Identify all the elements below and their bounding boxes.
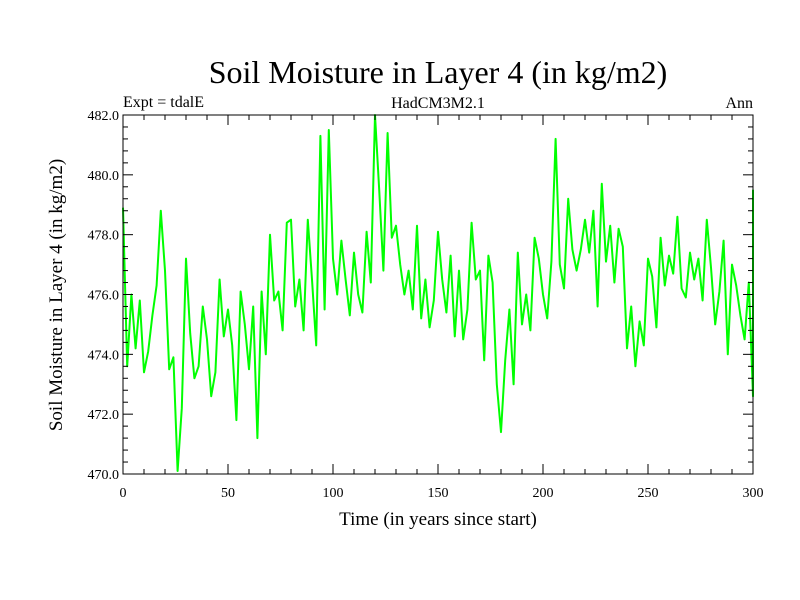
x-tick-label: 300 (743, 486, 764, 501)
y-tick-label: 472.0 (88, 408, 120, 423)
x-axis-label: Time (in years since start) (339, 509, 537, 530)
y-tick-label: 474.0 (88, 348, 120, 363)
y-tick-label: 476.0 (88, 289, 120, 304)
plot-frame (122, 114, 754, 475)
x-tick-label: 200 (533, 486, 554, 501)
experiment-label: Expt = tdalE (123, 94, 204, 111)
x-tick-label: 100 (323, 486, 344, 501)
x-tick-label: 150 (428, 486, 449, 501)
x-tick-label: 0 (120, 486, 127, 501)
y-axis-label: Soil Moisture in Layer 4 (in kg/m2) (46, 159, 67, 431)
y-tick-label: 480.0 (88, 169, 120, 184)
x-tick-label: 50 (221, 486, 235, 501)
chart-title: Soil Moisture in Layer 4 (in kg/m2) (209, 54, 668, 90)
model-label: HadCM3M2.1 (391, 95, 485, 112)
series-line-0 (122, 114, 754, 472)
y-tick-label: 482.0 (88, 109, 120, 124)
y-tick-label: 478.0 (88, 229, 120, 244)
season-label: Ann (725, 95, 753, 112)
x-tick-label: 250 (638, 486, 659, 501)
y-tick-label: 470.0 (88, 468, 120, 483)
